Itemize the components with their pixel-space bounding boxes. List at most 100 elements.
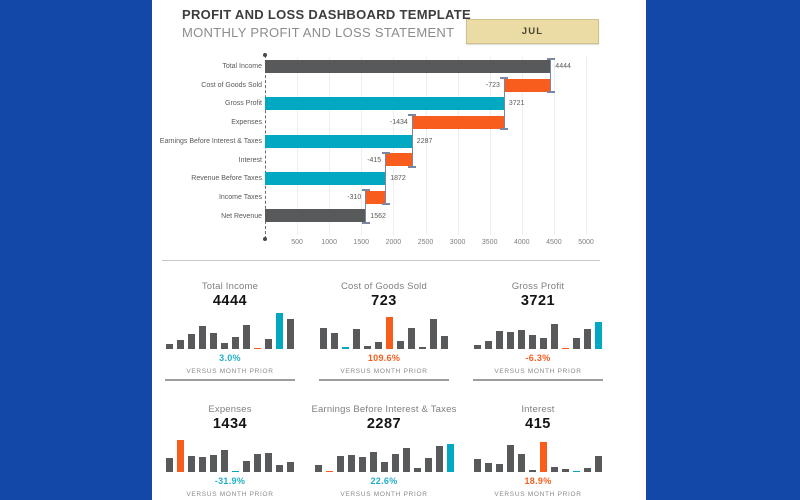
waterfall-bar [265,59,551,73]
bar-value-label: 1872 [390,175,406,183]
bar-value-label: -310 [347,193,362,201]
connector-cap [500,77,509,80]
kpi-percent: -31.9% [214,476,246,486]
waterfall-bar [385,153,412,167]
spark-bar [507,331,514,349]
connector-cap [381,203,390,206]
spark-bar [199,326,206,349]
kpi-card: Gross Profit 3721 -6.3% VERSUS MONTH PRIOR [461,271,615,394]
kpi-underline [473,379,603,381]
spark-bar [166,343,173,349]
spark-bar [177,339,184,349]
bar-value-label: 3721 [508,100,525,108]
kpi-card: Earnings Before Interest & Taxes 2287 22.6… [307,394,461,500]
axis-tick-label: 1500 [353,239,370,246]
spark-bar [347,454,355,472]
grid-line [521,57,523,235]
connector-cap [381,151,390,154]
chart-category-label: Total Income [222,63,262,70]
spark-bar [364,346,371,349]
waterfall-bar [265,97,504,111]
waterfall-chart: 4444 -723 3721 -1434 2287 -415 1872 -310 1562 500… [152,0,646,265]
bar-value-label: -1434 [389,119,408,127]
kpi-value: 1434 [212,416,248,432]
kpi-card: Expenses 1434 -31.9% VERSUS MONTH PRIOR [153,394,307,500]
spark-bar [413,468,421,472]
spark-bar [496,330,503,349]
spark-bar [232,336,239,349]
spark-bar [386,316,393,349]
connector-cap [408,114,417,117]
connector-cap [546,91,555,94]
kpi-sparkline [307,434,461,472]
spark-bar [441,335,448,349]
waterfall-connector [408,114,417,168]
spark-bar [485,462,492,472]
kpi-title: Cost of Goods Sold [341,281,427,292]
spark-bar [562,469,569,472]
chart-category-label: Expenses [231,119,262,127]
kpi-title: Earnings Before Interest & Taxes [311,404,457,415]
spark-bar [276,465,283,472]
spark-bar [485,340,492,349]
spark-bar [573,470,580,472]
spark-bar [353,329,360,349]
kpi-value: 723 [371,293,397,309]
spark-bar [243,461,250,472]
chart-category-label: Revenue Before Taxes [191,175,262,183]
kpi-caption: VERSUS MONTH PRIOR [186,491,274,498]
month-selector-button[interactable]: JUL [466,19,599,44]
spark-bar [397,341,404,349]
kpi-percent: 109.6% [367,353,401,363]
spark-bar [265,339,272,349]
waterfall-plot-area: 4444 -723 3721 -1434 2287 -415 1872 -310 1562 500… [263,53,594,246]
waterfall-connector [546,58,555,94]
connector-cap [500,128,509,131]
spark-bar [369,452,377,472]
chart-category-label: Earnings Before Interest & Taxes [159,137,262,145]
connector-cap [546,58,555,61]
spark-bar [424,458,432,472]
kpi-underline [165,379,295,381]
spark-bar [210,455,217,472]
spark-bar [221,342,228,349]
kpi-sparkline [153,311,307,349]
bar-value-label: -723 [485,81,500,89]
spark-bar [595,321,602,349]
kpi-caption: VERSUS MONTH PRIOR [340,491,428,498]
connector-cap [361,189,370,192]
axis-end-dot [263,237,267,241]
axis-tick-label: 3500 [481,239,498,246]
spark-bar [518,453,525,472]
axis-tick-label: 5000 [578,239,594,246]
spark-bar [435,446,443,472]
page-title: PROFIT AND LOSS DASHBOARD TEMPLATE [182,7,471,22]
waterfall-bar [411,115,504,129]
spark-bar [265,453,272,472]
axis-tick-label: 2500 [417,239,434,246]
spark-bar [221,450,228,472]
kpi-sparkline [461,434,615,472]
spark-bar [529,469,536,472]
spark-bar [199,456,206,472]
kpi-title: Expenses [208,404,252,415]
spark-bar [584,468,591,472]
kpi-percent: -6.3% [525,353,551,363]
bar-value-label: 1562 [370,212,386,220]
waterfall-connector [381,151,390,206]
kpi-cards-grid: Total Income 4444 3.0% VERSUS MONTH PRIOR Co… [153,271,615,500]
spark-bar [336,456,344,472]
spark-bar [446,443,454,472]
axis-tick-label: 2000 [385,239,402,246]
kpi-title: Total Income [201,281,259,292]
kpi-caption: VERSUS MONTH PRIOR [494,491,582,498]
bar-value-label: -415 [367,156,382,164]
waterfall-connector [500,77,509,131]
kpi-card: Interest 415 18.9% VERSUS MONTH PRIOR [461,394,615,500]
grid-line [489,57,491,235]
kpi-card: Cost of Goods Sold 723 109.6% VERSUS MONTH … [307,271,461,394]
spark-bar [166,457,173,472]
spark-bar [358,456,366,472]
waterfall-bar [265,134,412,148]
dashboard-panel: PROFIT AND LOSS DASHBOARD TEMPLATE MONTH… [152,0,646,500]
